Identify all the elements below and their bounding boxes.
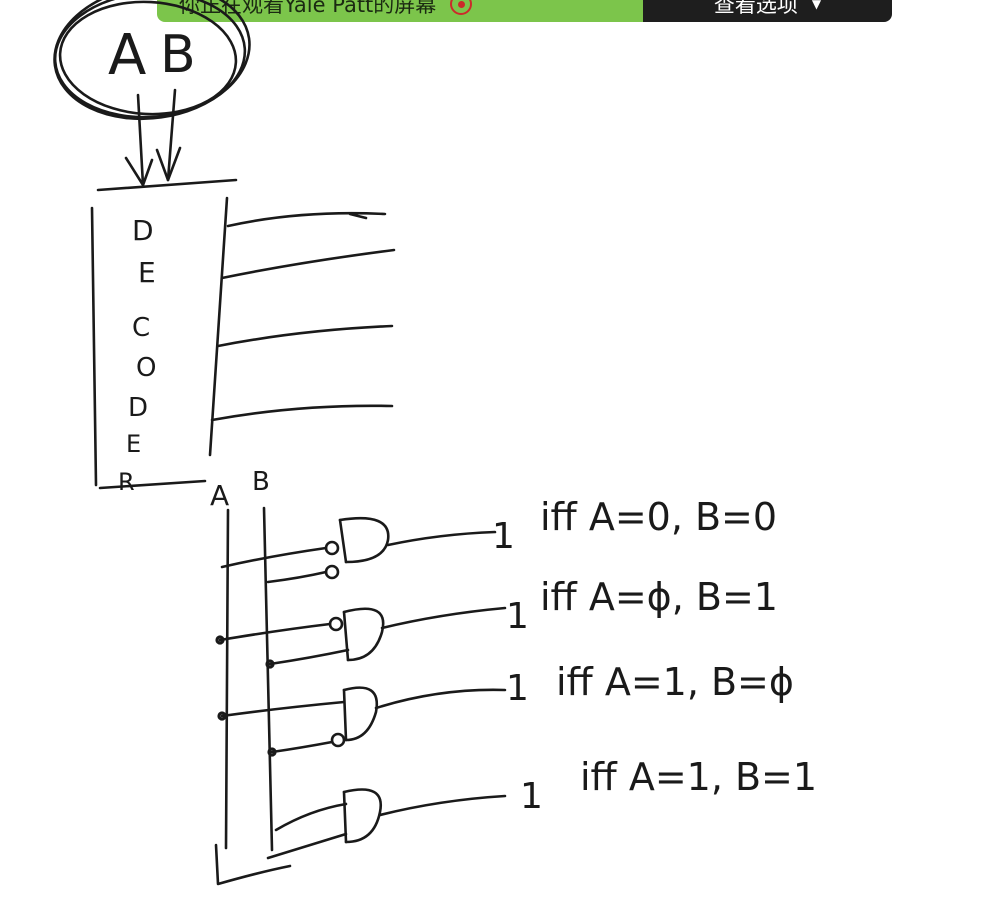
input-arrows bbox=[124, 88, 182, 187]
decoder-letter-d: D bbox=[132, 214, 154, 247]
output-2-value: 1 bbox=[506, 596, 529, 637]
decoder-output-lines bbox=[210, 211, 396, 422]
bus-label-a: A bbox=[210, 479, 229, 512]
chevron-down-icon: ▼ bbox=[811, 0, 822, 11]
output-4-value: 1 bbox=[520, 776, 543, 817]
and-gate-4 bbox=[266, 788, 507, 860]
and-gate-2 bbox=[215, 606, 507, 669]
input-label-a: A bbox=[108, 23, 146, 88]
decoder-letter-e: E bbox=[138, 256, 156, 289]
screen-share-text: 你正在观看Yale Patt的屏幕 bbox=[179, 0, 437, 17]
bus-label-b: B bbox=[252, 467, 270, 497]
and-gate-1 bbox=[220, 516, 497, 584]
decoder-letter-d2: D bbox=[128, 393, 148, 423]
output-3-value: 1 bbox=[506, 668, 529, 709]
output-1-condition: iff A=0, B=0 bbox=[540, 495, 777, 539]
input-label-b: B bbox=[160, 25, 196, 85]
and-gate-3 bbox=[217, 686, 507, 757]
decoder-letter-c: C bbox=[132, 313, 150, 343]
view-options-button[interactable]: 查看选项 ▼ bbox=[643, 0, 892, 22]
decoder-letter-e2: E bbox=[126, 430, 141, 458]
decoder-letter-o: O bbox=[136, 353, 156, 383]
output-4-condition: iff A=1, B=1 bbox=[580, 755, 817, 799]
output-3-condition: iff A=1, B=ϕ bbox=[556, 660, 794, 704]
screen-share-banner: 你正在观看Yale Patt的屏幕 bbox=[157, 0, 643, 22]
stop-share-icon[interactable] bbox=[450, 0, 473, 15]
decoder-box bbox=[90, 178, 238, 490]
output-1-value: 1 bbox=[492, 516, 515, 557]
decoder-letter-r: R bbox=[118, 468, 135, 496]
output-2-condition: iff A=ϕ, B=1 bbox=[540, 575, 778, 619]
input-circle-scribble bbox=[53, 0, 251, 121]
view-options-label: 查看选项 bbox=[713, 0, 798, 17]
